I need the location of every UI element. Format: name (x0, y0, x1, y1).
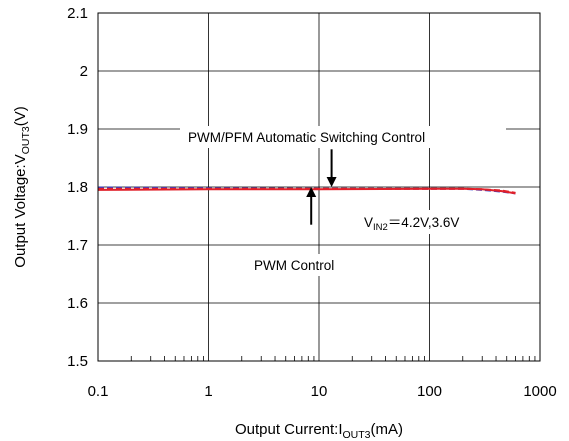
y-tick-label: 2 (80, 63, 88, 80)
y-tick-label: 2.1 (67, 5, 88, 22)
vin-sub: IN2 (373, 222, 388, 233)
plot-frame (97, 12, 541, 362)
x-tick-label: 0.1 (88, 383, 109, 400)
y-tick-label: 1.9 (67, 121, 88, 138)
annotation-vin-text: VIN2＝4.2V,3.6V (364, 215, 459, 233)
y-axis-title-main: Output Voltage:V (12, 154, 29, 267)
y-axis-title-unit: (V) (12, 106, 29, 126)
y-axis-title: Output Voltage:VOUT3(V) (12, 106, 32, 267)
minor-ticks (130, 356, 536, 361)
vin-rest: ＝4.2V,3.6V (388, 215, 460, 230)
x-axis-title-unit: (mA) (371, 421, 404, 438)
annotation-pwm: PWM Control (246, 187, 364, 276)
y-axis-title-sub: OUT3 (20, 126, 32, 154)
x-tick-labels: 0.1 1 10 100 1000 (88, 383, 557, 400)
annotation-pwm-pfm-text: PWM/PFM Automatic Switching Control (188, 130, 425, 145)
annotation-pwm-arrowhead (306, 187, 317, 197)
annotation-pwm-pfm-arrowhead (326, 177, 337, 187)
annotation-vin: VIN2＝4.2V,3.6V (358, 210, 496, 234)
y-tick-label: 1.6 (67, 295, 88, 312)
y-tick-labels: 1.5 1.6 1.7 1.8 1.9 2 2.1 (67, 5, 88, 370)
x-tick-label: 10 (311, 383, 328, 400)
x-tick-label: 100 (417, 383, 442, 400)
series-layer (97, 186, 516, 195)
series-line-3 (98, 187, 516, 194)
annotation-pwm-pfm-background (180, 126, 506, 148)
y-tick-label: 1.8 (67, 179, 88, 196)
x-axis-title: Output Current:IOUT3(mA) (235, 421, 403, 441)
annotation-pwm-pfm: PWM/PFM Automatic Switching Control (180, 126, 506, 187)
y-tick-label: 1.7 (67, 237, 88, 254)
annotation-vin-background (358, 210, 496, 234)
annotation-pwm-text: PWM Control (254, 258, 334, 273)
x-tick-label: 1 (204, 383, 212, 400)
x-tick-label: 1000 (523, 383, 556, 400)
x-axis-title-main: Output Current:I (235, 421, 343, 438)
vin-main: V (364, 215, 373, 230)
x-axis-title-sub: OUT3 (343, 429, 371, 441)
annotation-pwm-background (246, 254, 364, 276)
y-tick-label: 1.5 (67, 353, 88, 370)
